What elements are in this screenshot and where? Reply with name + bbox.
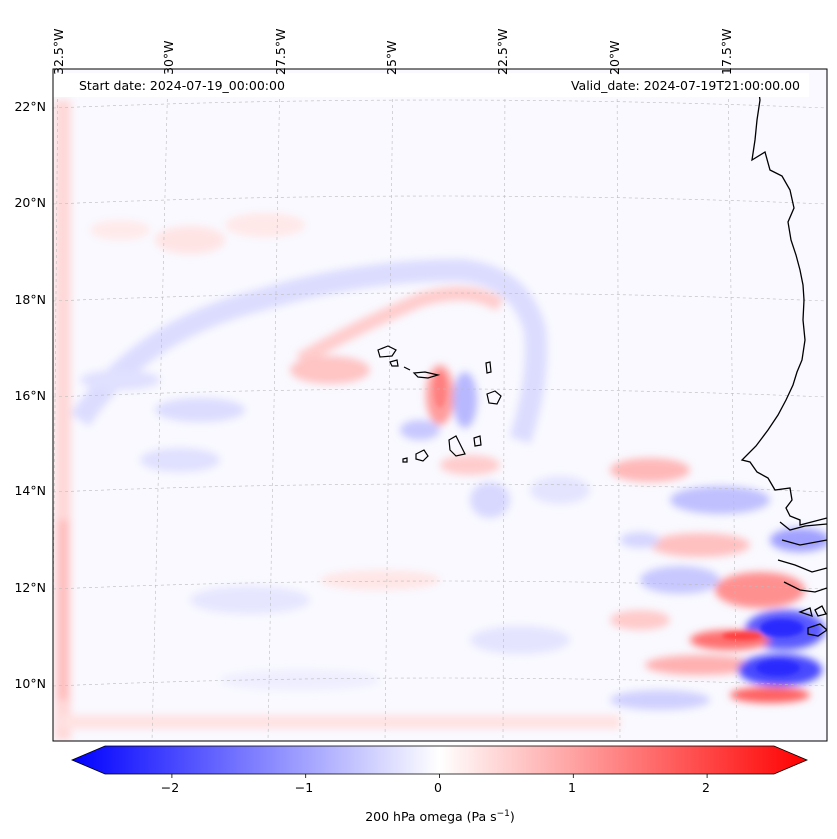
island-sao-nicolau [412,371,441,379]
lat-label-20n: 20°N [14,195,46,210]
start-date-text: Start date: 2024-07-19_00:00:00 [79,78,285,93]
island-sao-vicente [389,359,399,367]
lon-label-22-5w: 22.5°W [495,28,510,75]
colorbar-title-close: ) [509,809,515,825]
senegambia-coast [777,521,827,593]
colorbar-tick-label: −2 [160,780,180,795]
valid-date-text: Valid_date: 2024-07-19T21:00:00.00 [570,78,800,93]
island-sal [485,361,492,374]
africa-coastline [740,79,827,526]
lon-label-25w: 25°W [384,40,399,75]
omega-field [55,100,827,740]
island-santa-luzia [403,366,411,371]
colorbar-tick-label: 0 [434,780,442,795]
cape-verde-islands [377,345,502,463]
island-boa-vista [486,390,502,405]
date-banner [53,73,809,97]
colorbar-tick-label: 1 [568,780,576,795]
lat-label-10n: 10°N [14,676,46,691]
map-panel [53,69,827,741]
island-santiago [448,435,466,457]
graticule [53,69,827,741]
lat-label-16n: 16°N [14,388,46,403]
colorbar-tick-label: −1 [294,780,314,795]
lat-label-18n: 18°N [14,292,46,307]
island-fogo [415,449,429,462]
colorbar-tick-label: 2 [702,780,710,795]
colorbar-title: 200 hPa omega (Pa s−1) [0,809,837,824]
lat-label-22n: 22°N [14,99,46,114]
lon-label-27-5w: 27.5°W [273,28,288,75]
lon-label-32-5w: 32.5°W [51,28,66,75]
island-santo-antao [377,345,397,358]
colorbar-bar [70,745,809,775]
colorbar-title-unit: −1 [496,809,510,819]
guinea-bissau-islands [798,605,827,637]
colorbar-title-text: 200 hPa omega (Pa s [365,809,497,825]
map-frame [52,68,828,742]
coastline [740,79,827,637]
lon-label-17-5w: 17.5°W [719,28,734,75]
lat-label-14n: 14°N [14,483,46,498]
lat-label-12n: 12°N [14,580,46,595]
island-maio [473,435,482,447]
colorbar [70,745,809,778]
island-brava [402,457,408,463]
lon-label-30w: 30°W [161,40,176,75]
lon-label-20w: 20°W [607,40,622,75]
